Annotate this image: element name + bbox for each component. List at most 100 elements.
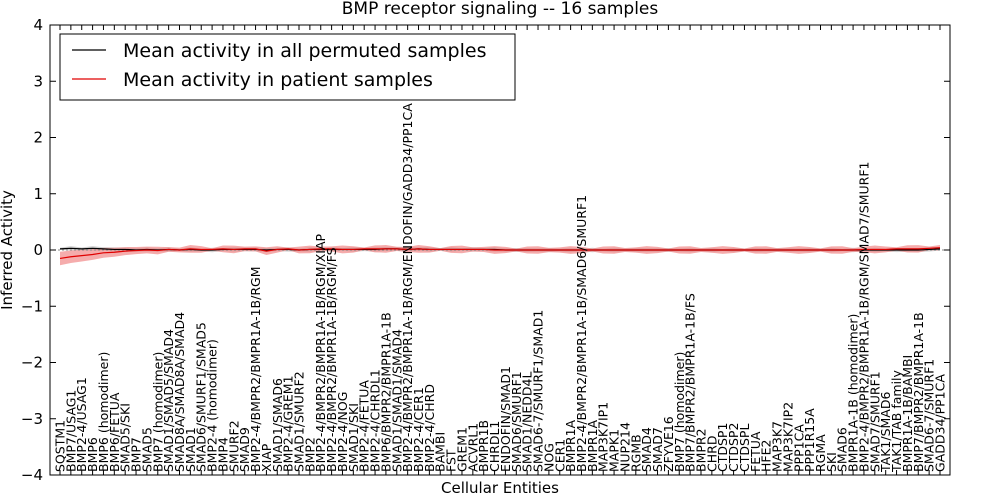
legend: Mean activity in all permuted samples Me… xyxy=(59,33,516,101)
x-category-label: SMAD9 xyxy=(237,427,252,472)
series-line-patient xyxy=(59,247,941,260)
x-category-label: MAP3K7 xyxy=(770,421,785,472)
x-axis-title: Cellular Entities xyxy=(441,479,559,497)
x-category-label: BMP7 (homodimer) xyxy=(672,352,687,472)
x-category-label: BMP2-4/BMPR2/BMPR1A-1B/RGM/SMAD7/SMURF1 xyxy=(856,162,871,472)
x-category-label: BMP2 xyxy=(302,437,317,472)
x-category-label: BMP2-4/CHRD xyxy=(422,384,437,472)
x-category-label: BMP7/BMPR2/BMPR1A-1B xyxy=(911,312,926,472)
x-category-label: CTDSP1 xyxy=(715,423,730,472)
x-category-label: BMP2-4/BMPR2/BMPR1A-1B/RGM xyxy=(248,267,263,473)
x-category-label: BMP2-4/NOG xyxy=(335,392,350,472)
x-category-label: BMP2-4/BMPR2/BMPR1A-1B/RGM/FS xyxy=(324,247,339,472)
y-tick-label: −1 xyxy=(21,297,43,315)
x-category-label: PPP1CA xyxy=(791,424,806,472)
x-category-label: RGMB xyxy=(628,434,643,472)
x-category-label: BMP2-4/USAG1 xyxy=(74,377,89,472)
y-tick-label: 1 xyxy=(33,185,43,203)
x-category-label: BMP2-4 (homodimer) xyxy=(205,339,220,472)
x-category-label: BMPR1A xyxy=(563,419,578,472)
x-category-label: NOG xyxy=(541,443,556,472)
x-category-label: CHRDL1 xyxy=(487,421,502,472)
x-category-label: BMPR1A xyxy=(585,419,600,472)
x-category-label: NUP214 xyxy=(617,422,632,472)
x-category-label: SMAD7 xyxy=(650,427,665,472)
x-category-label: TAK1/SMAD6 xyxy=(878,392,893,473)
x-category-label: SMAD5/SKI xyxy=(118,403,133,472)
x-category-label: HFE2 xyxy=(759,440,774,472)
y-tick-label: 0 xyxy=(33,241,43,259)
x-category-label: SMAD1 xyxy=(183,427,198,472)
x-category-label: BMPR1A-1B (homodimer) xyxy=(846,314,861,472)
x-category-label: SMAD1/SMAD6 xyxy=(270,378,285,472)
x-category-label: CTDSP2 xyxy=(726,423,741,472)
x-category-label: GREM1 xyxy=(454,427,469,472)
y-axis: 4 3 2 1 0 −1 −2 −3 −4 xyxy=(21,16,950,484)
x-category-label: MAPK1 xyxy=(607,429,622,472)
x-category-label: FETUA xyxy=(748,431,763,472)
x-category-label: SKI xyxy=(824,452,839,472)
x-category-label: SMAD7/SMURF1 xyxy=(867,371,882,472)
x-category-label: SMAD1/SKI xyxy=(346,403,361,472)
x-category-label: BAMBI xyxy=(433,432,448,472)
legend-box xyxy=(59,33,516,101)
y-tick-label: −4 xyxy=(21,466,43,484)
y-tick-label: −2 xyxy=(21,354,43,372)
x-category-label: BMP2-4/BMPR2/BMPR1A-1B/RGM/ENDOFIN/GADD3… xyxy=(400,103,415,472)
x-category-label: SMURF2 xyxy=(226,420,241,472)
x-category-label: ENDOFIN/SMAD1 xyxy=(498,366,513,472)
y-tick-label: −3 xyxy=(21,410,43,428)
x-category-label: BMP7 (homodimer) xyxy=(150,352,165,472)
x-category-label: SMAD6 xyxy=(835,427,850,472)
x-category-label: BMPR2 xyxy=(693,428,708,472)
x-category-label: BMP2-4/CER1 xyxy=(411,387,426,472)
x-category-label: CHRD xyxy=(704,436,719,472)
x-category-label: SMAD6/SMURF1 xyxy=(509,371,524,472)
x-category-label: SMAD5 xyxy=(139,427,154,472)
x-category-label: MAP3K7IP1 xyxy=(596,402,611,472)
x-category-label: CTDSPL xyxy=(737,424,752,472)
x-category-label: BMP6 (homodimer) xyxy=(96,352,111,472)
x-category-label: BMP7 xyxy=(129,437,144,472)
x-category-label: BMPR1B xyxy=(476,420,491,472)
x-category-label: PPP1R15A xyxy=(802,408,817,472)
y-tick-label: 3 xyxy=(33,72,43,90)
x-category-label: XIAP xyxy=(259,443,274,472)
x-category-label: SMAD6-7/SMURF1 xyxy=(922,359,937,472)
x-category-label: SMAD1/NEDD4L xyxy=(520,371,535,472)
y-axis-title: Inferred Activity xyxy=(0,190,16,310)
x-category-label: BMPR1A-1B/BAMBI xyxy=(900,355,915,472)
x-category-label: SQSTM1 xyxy=(53,420,68,472)
x-category-label: BMP2-4/GREM1 xyxy=(281,375,296,472)
chart-title: BMP receptor signaling -- 16 samples xyxy=(342,0,659,19)
x-category-label: SMAD6-7/SMURF1/SMAD1 xyxy=(531,310,546,472)
x-category-label: ZFYVE16 xyxy=(661,416,676,472)
legend-label-patient: Mean activity in patient samples xyxy=(123,69,433,91)
x-category-label: BMP6/BMPR2/BMPR1A-1B xyxy=(378,312,393,472)
x-category-label: BMP4 xyxy=(215,437,230,472)
x-category-label: FST xyxy=(444,449,459,472)
x-category-label: CER1 xyxy=(552,439,567,472)
x-category-label: MAP3K7IP2 xyxy=(780,402,795,472)
x-category-label: BMP6/FETUA xyxy=(107,392,122,472)
y-tick-label: 4 xyxy=(33,16,43,34)
x-category-label: TAK1/TAB family xyxy=(889,369,904,473)
x-category-label: BMP7/USAG1 xyxy=(63,390,78,472)
x-category-label: ACVRL1 xyxy=(465,423,480,472)
x-category-label: SMAD4 xyxy=(639,427,654,472)
x-category-label: SMAD1/SMAD1/SMAD4 xyxy=(389,329,404,472)
x-category-label: SMAD6/SMURF1/SMAD5 xyxy=(194,322,209,472)
x-category-label: BMP2-4/FETUA xyxy=(357,380,372,472)
x-category-label: BMP2-4/CHRDL1 xyxy=(368,369,383,472)
x-category-label: SMAD8A/SMAD8A/SMAD4 xyxy=(172,312,187,472)
x-category-label: GADD34/PP1CA xyxy=(933,374,948,472)
legend-label-permuted: Mean activity in all permuted samples xyxy=(123,40,486,62)
x-category-label: BMP7/BMPR2/BMPR1A-1B/FS xyxy=(683,293,698,472)
x-category-label: SMAD1/SMURF2 xyxy=(292,371,307,472)
x-category-label: BMP2-4/BMPR2/BMPR1A-1B/SMAD6/SMURF1 xyxy=(574,195,589,472)
x-category-label: SMAD1/SMAD5/SMAD4 xyxy=(161,329,176,472)
x-category-label: BMP2-4/BMPR2/BMPR1A-1B/RGM/XIAP xyxy=(313,233,328,472)
x-category-label: RGMA xyxy=(813,434,828,472)
